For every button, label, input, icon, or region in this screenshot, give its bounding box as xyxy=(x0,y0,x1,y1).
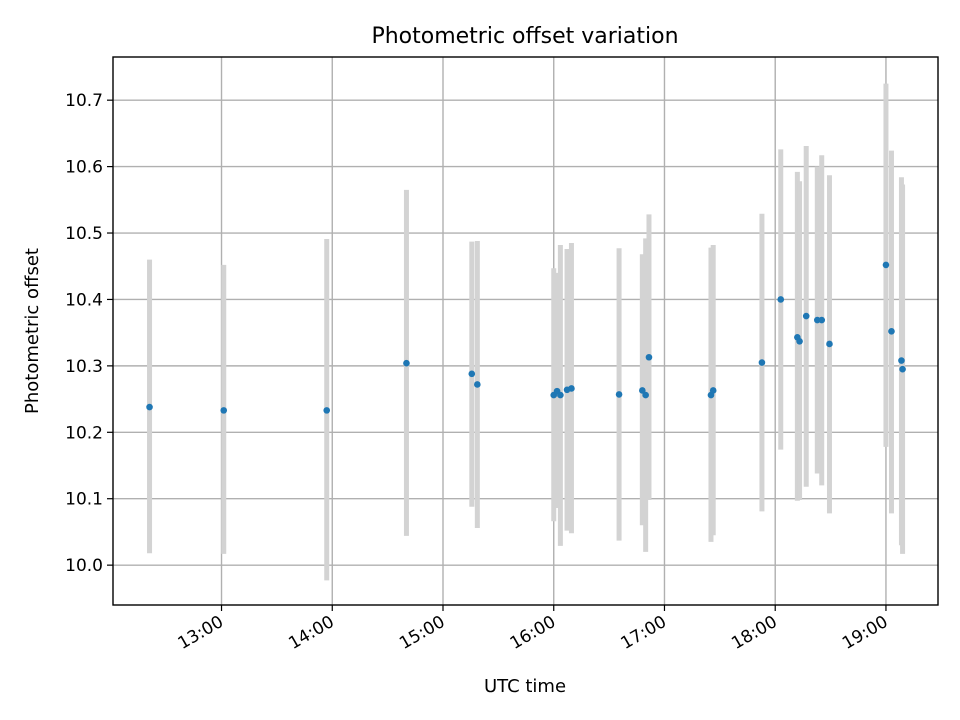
data-point xyxy=(146,403,153,411)
y-tick-label: 10.7 xyxy=(65,91,103,111)
y-tick-label: 10.1 xyxy=(65,490,103,510)
data-point xyxy=(642,391,649,399)
data-point xyxy=(818,316,826,324)
data-point xyxy=(645,353,653,361)
data-point xyxy=(826,340,833,348)
y-tick-label: 10.0 xyxy=(65,556,103,576)
data-point xyxy=(474,381,481,388)
error-bars xyxy=(147,83,906,581)
data-point xyxy=(888,328,895,335)
y-tick-label: 10.5 xyxy=(65,224,103,244)
y-tick-label: 10.3 xyxy=(65,357,103,377)
grid xyxy=(113,57,938,605)
y-axis-label: Photometric offset xyxy=(22,248,43,414)
y-tick-label: 10.4 xyxy=(65,290,103,310)
data-point xyxy=(323,407,331,414)
y-tick-label: 10.6 xyxy=(65,158,103,178)
x-tick-label: 16:00 xyxy=(507,612,559,654)
data-point xyxy=(899,365,906,373)
x-tick-label: 15:00 xyxy=(396,612,448,654)
x-tick-label: 13:00 xyxy=(175,612,227,654)
data-point xyxy=(468,370,476,378)
chart-title: Photometric offset variation xyxy=(371,24,678,49)
data-point xyxy=(882,261,890,269)
y-tick-label: 10.2 xyxy=(65,423,103,443)
data-point xyxy=(557,391,564,399)
y-axis-ticks: 10.0 10.1 10.2 10.3 10.4 10.5 10.6 10.7 xyxy=(65,91,113,576)
data-point xyxy=(777,296,785,303)
x-axis-label: UTC time xyxy=(484,676,566,697)
data-point xyxy=(403,359,410,367)
data-point xyxy=(898,357,905,364)
data-point xyxy=(639,387,646,394)
data-point xyxy=(802,312,810,320)
x-tick-label: 19:00 xyxy=(839,612,891,654)
data-point xyxy=(568,385,575,392)
x-tick-label: 17:00 xyxy=(618,612,670,654)
x-tick-label: 18:00 xyxy=(728,612,780,654)
data-point xyxy=(220,407,228,414)
data-point xyxy=(758,359,766,366)
x-tick-label: 14:00 xyxy=(285,612,337,654)
data-point xyxy=(709,387,717,394)
plot-frame xyxy=(112,56,939,606)
data-point xyxy=(615,391,623,398)
data-point xyxy=(796,337,803,345)
data-points xyxy=(146,261,906,414)
x-axis-ticks: 13:00 14:00 15:00 16:00 17:00 18:00 19:00 xyxy=(175,605,891,654)
